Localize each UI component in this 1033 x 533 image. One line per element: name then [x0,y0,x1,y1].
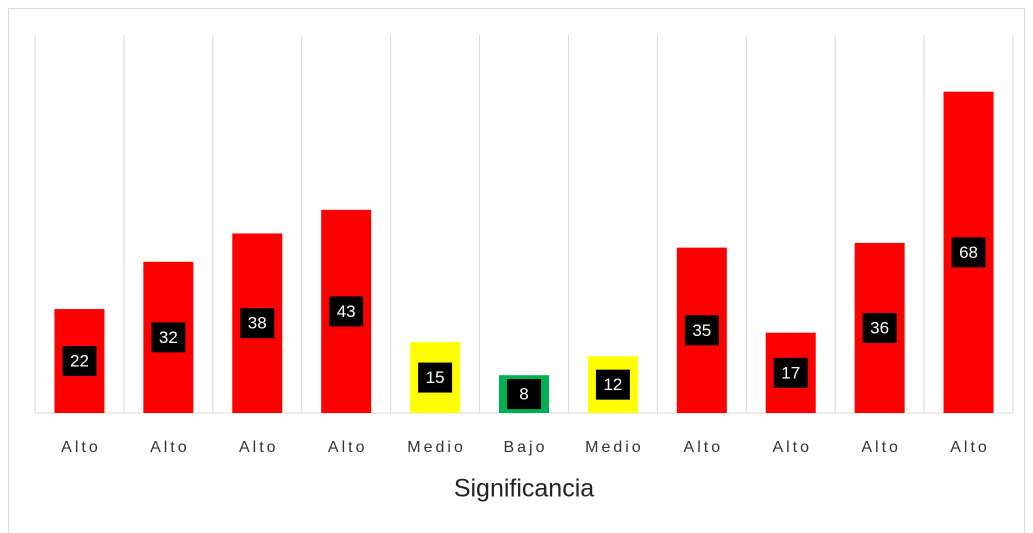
value-label: 15 [426,368,445,387]
x-tick-label: Alto [239,439,279,456]
value-label-box [595,369,630,400]
value-label-box [684,315,719,346]
value-label: 8 [519,385,528,404]
value-label: 12 [603,375,622,394]
x-tick-label: Alto [684,439,724,456]
value-label-box [951,237,986,268]
value-label-box [240,308,275,339]
x-tick-label: Alto [61,439,101,456]
value-label: 17 [781,363,800,382]
x-tick-label: Alto [772,439,812,456]
x-tick-label: Medio [585,439,644,456]
value-label: 22 [70,352,89,371]
value-label-box [773,357,808,388]
value-label-box [62,346,97,377]
value-label: 36 [870,318,889,337]
x-tick-label: Alto [950,439,990,456]
value-label: 43 [337,302,356,321]
value-label: 35 [692,321,711,340]
value-label: 68 [959,243,978,262]
x-axis-title: Significancia [454,475,594,503]
value-label-box [862,312,897,343]
x-tick-label: Bajo [503,439,547,456]
value-label-box [329,296,364,327]
value-label: 38 [248,314,267,333]
x-tick-label: Alto [861,439,901,456]
value-label: 32 [159,328,178,347]
x-tick-label: Alto [150,439,190,456]
x-tick-label: Medio [407,439,466,456]
value-label-box [151,322,186,353]
value-label-box [507,379,541,410]
value-label-box [418,362,453,393]
chart-frame [8,8,1025,533]
x-tick-label: Alto [328,439,368,456]
